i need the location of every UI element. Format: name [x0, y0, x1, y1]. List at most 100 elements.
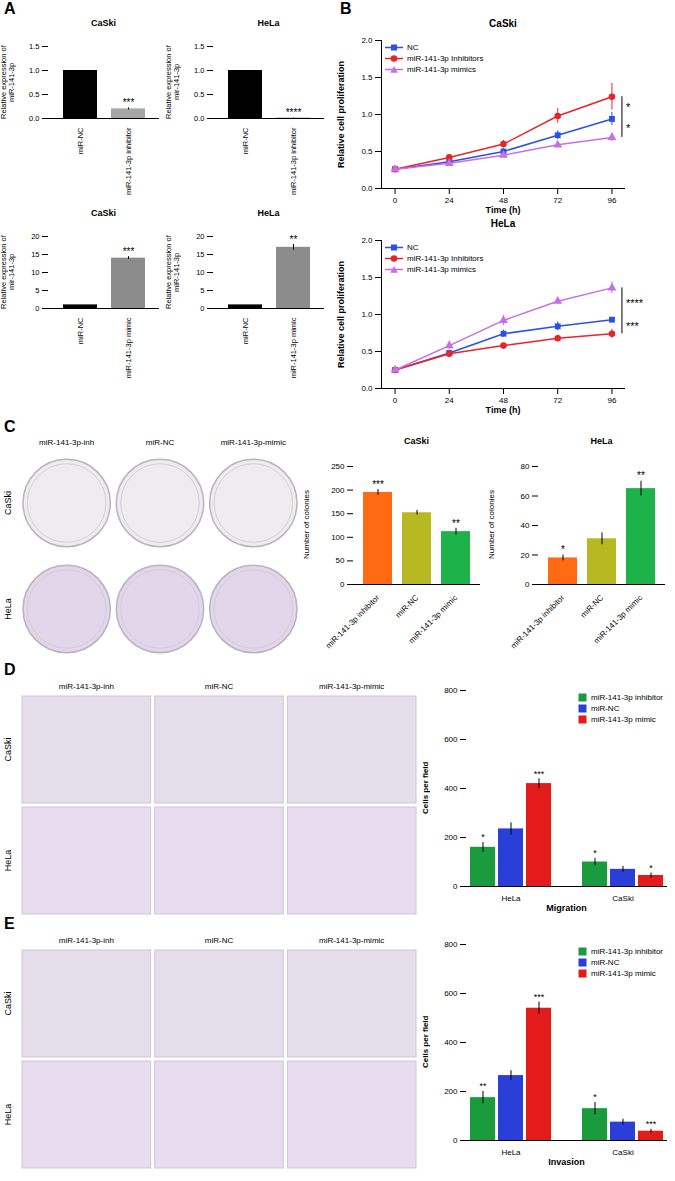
svg-text:1.0: 1.0 [361, 110, 373, 119]
svg-text:10: 10 [196, 268, 204, 277]
svg-text:CaSki: CaSki [3, 991, 13, 1015]
svg-text:250: 250 [331, 462, 345, 471]
svg-text:miR-141-3p mimic: miR-141-3p mimic [592, 593, 644, 645]
svg-text:15: 15 [196, 250, 204, 259]
svg-text:**: ** [637, 470, 645, 481]
svg-text:*: * [626, 101, 631, 113]
svg-text:72: 72 [553, 396, 562, 405]
svg-text:1.5: 1.5 [29, 42, 39, 51]
svg-text:24: 24 [445, 196, 454, 205]
svg-text:CaSki: CaSki [3, 737, 13, 761]
svg-text:96: 96 [607, 396, 616, 405]
svg-text:**: ** [290, 234, 298, 245]
svg-text:0.0: 0.0 [194, 114, 204, 123]
svg-text:20: 20 [31, 232, 39, 241]
svg-text:miR-141-3p inhibitor: miR-141-3p inhibitor [324, 593, 382, 651]
svg-text:HeLa: HeLa [501, 1148, 521, 1157]
svg-text:200: 200 [444, 833, 458, 842]
svg-text:miR-NC: miR-NC [241, 127, 250, 154]
svg-text:100: 100 [331, 533, 345, 542]
svg-text:50: 50 [336, 556, 345, 565]
svg-text:miR-NC: miR-NC [205, 936, 234, 945]
svg-text:****: **** [626, 297, 644, 309]
svg-text:24: 24 [445, 396, 454, 405]
svg-text:miR-141-3p mimic: miR-141-3p mimic [407, 593, 459, 645]
svg-text:0: 0 [35, 304, 39, 313]
svg-text:20: 20 [521, 551, 530, 560]
svg-text:1.0: 1.0 [194, 66, 204, 75]
svg-text:80: 80 [521, 462, 530, 471]
svg-text:1.0: 1.0 [361, 310, 373, 319]
svg-text:40: 40 [521, 521, 530, 530]
svg-text:HeLa: HeLa [3, 1104, 13, 1126]
svg-text:miR-NC: miR-NC [241, 317, 250, 344]
svg-text:1.0: 1.0 [29, 66, 39, 75]
svg-text:HeLa: HeLa [3, 598, 13, 620]
svg-text:0: 0 [393, 396, 398, 405]
svg-text:miR-141-3p-mimic: miR-141-3p-mimic [319, 936, 384, 945]
svg-text:miR-141-3p-inh: miR-141-3p-inh [39, 438, 94, 447]
svg-text:0: 0 [525, 580, 530, 589]
svg-text:***: *** [123, 97, 135, 108]
svg-text:*: * [626, 122, 631, 134]
svg-text:miR-141-3p-inh: miR-141-3p-inh [59, 682, 114, 691]
svg-text:***: *** [534, 992, 545, 1002]
svg-text:miR-141-3p inhibitor: miR-141-3p inhibitor [124, 127, 133, 195]
svg-text:0: 0 [453, 882, 458, 891]
svg-text:0.0: 0.0 [361, 184, 373, 193]
svg-text:**: ** [452, 518, 460, 529]
svg-text:10: 10 [31, 268, 39, 277]
svg-text:****: **** [286, 107, 302, 118]
svg-text:200: 200 [331, 486, 345, 495]
svg-text:200: 200 [444, 1087, 458, 1096]
svg-text:800: 800 [444, 940, 458, 949]
svg-text:2.0: 2.0 [361, 236, 373, 245]
svg-text:miR-NC: miR-NC [76, 317, 85, 344]
svg-text:96: 96 [607, 196, 616, 205]
svg-text:0.0: 0.0 [361, 384, 373, 393]
svg-text:600: 600 [444, 989, 458, 998]
svg-text:400: 400 [444, 784, 458, 793]
svg-text:***: *** [534, 769, 545, 779]
svg-text:5: 5 [35, 286, 39, 295]
svg-text:150: 150 [331, 509, 345, 518]
svg-text:20: 20 [196, 232, 204, 241]
svg-text:*: * [649, 863, 653, 873]
svg-text:0.5: 0.5 [29, 90, 39, 99]
svg-text:***: *** [626, 320, 640, 332]
svg-text:1.5: 1.5 [361, 273, 373, 282]
svg-text:***: *** [123, 246, 135, 257]
svg-text:800: 800 [444, 686, 458, 695]
svg-text:*: * [593, 1092, 597, 1102]
svg-text:miR-NC: miR-NC [146, 438, 175, 447]
svg-text:CaSki: CaSki [612, 894, 634, 903]
svg-text:15: 15 [31, 250, 39, 259]
svg-text:***: *** [646, 1119, 657, 1129]
svg-text:*: * [593, 848, 597, 858]
svg-text:0: 0 [393, 196, 398, 205]
svg-text:0: 0 [340, 580, 345, 589]
svg-text:600: 600 [444, 735, 458, 744]
svg-text:miR-141-3p inhibitor: miR-141-3p inhibitor [289, 127, 298, 195]
svg-text:miR-141-3p-mimic: miR-141-3p-mimic [221, 438, 286, 447]
svg-text:5: 5 [200, 286, 204, 295]
svg-text:0.5: 0.5 [194, 90, 204, 99]
svg-text:1.5: 1.5 [361, 73, 373, 82]
svg-text:400: 400 [444, 1038, 458, 1047]
svg-text:miR-NC: miR-NC [394, 593, 421, 620]
svg-text:miR-141-3p inhibitor: miR-141-3p inhibitor [509, 593, 567, 651]
svg-text:miR-NC: miR-NC [205, 682, 234, 691]
svg-text:0.5: 0.5 [361, 347, 373, 356]
svg-text:72: 72 [553, 196, 562, 205]
svg-text:HeLa: HeLa [501, 894, 521, 903]
svg-text:***: *** [372, 479, 384, 490]
svg-text:miR-141-3p mimic: miR-141-3p mimic [124, 317, 133, 378]
svg-text:60: 60 [521, 492, 530, 501]
svg-text:0.5: 0.5 [361, 147, 373, 156]
svg-text:*: * [481, 832, 485, 842]
svg-text:miR-141-3p-inh: miR-141-3p-inh [59, 936, 114, 945]
svg-text:CaSki: CaSki [612, 1148, 634, 1157]
svg-text:48: 48 [499, 396, 508, 405]
svg-text:0: 0 [200, 304, 204, 313]
svg-text:0: 0 [453, 1136, 458, 1145]
